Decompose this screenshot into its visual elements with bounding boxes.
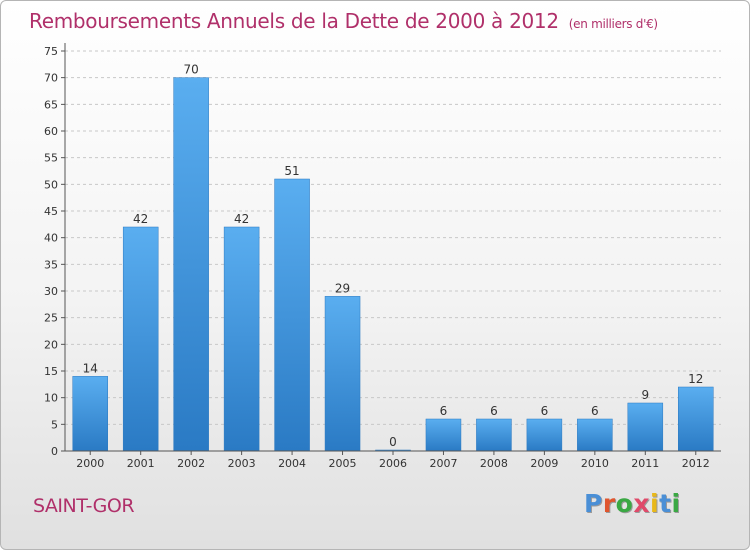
data-label: 6 (490, 404, 498, 418)
chart-title: Remboursements Annuels de la Dette de 20… (29, 9, 658, 33)
bar-2003[interactable] (223, 226, 260, 452)
x-tick-label: 2010 (581, 457, 609, 470)
bar-2008[interactable] (476, 418, 512, 452)
y-tick-label: 70 (44, 72, 58, 85)
bar-2011[interactable] (627, 402, 664, 452)
chart-title-main: Remboursements Annuels de la Dette de 20… (29, 9, 559, 33)
y-tick-label: 40 (44, 232, 58, 245)
x-tick-label: 2004 (278, 457, 306, 470)
chart-subtitle: (en milliers d'€) (568, 17, 658, 31)
y-tick-label: 55 (44, 152, 58, 165)
x-tick-label: 2001 (127, 457, 155, 470)
bar-2000[interactable] (72, 376, 108, 452)
y-tick-label: 65 (44, 98, 58, 111)
data-label: 9 (641, 388, 649, 402)
data-label: 42 (234, 212, 249, 226)
y-tick-label: 5 (51, 418, 58, 431)
logo-letter: t (659, 489, 672, 518)
data-label: 70 (184, 63, 199, 77)
bar-2007[interactable] (425, 418, 462, 452)
city-name: SAINT-GOR (33, 495, 135, 517)
logo-letter: P (584, 489, 603, 518)
logo-letter: x (633, 489, 650, 518)
y-tick-label: 75 (44, 45, 58, 58)
x-tick-label: 2002 (177, 457, 205, 470)
data-label: 14 (83, 361, 98, 375)
bar-2012[interactable] (678, 386, 714, 452)
logo-letter: i (650, 489, 660, 518)
y-tick-label: 35 (44, 258, 58, 271)
bar-2009[interactable] (526, 418, 563, 452)
data-label: 29 (335, 281, 350, 295)
x-tick-label: 2007 (429, 457, 457, 470)
proxiti-logo[interactable]: Proxiti (584, 489, 681, 518)
y-tick-label: 60 (44, 125, 58, 138)
data-label: 6 (591, 404, 599, 418)
data-label: 51 (284, 164, 299, 178)
logo-letter: i (671, 489, 681, 518)
y-tick-label: 45 (44, 205, 58, 218)
bar-2001[interactable] (122, 226, 159, 452)
logo-letter: r (602, 489, 616, 518)
y-tick-label: 20 (44, 338, 58, 351)
y-tick-label: 50 (44, 178, 58, 191)
y-tick-label: 15 (44, 365, 58, 378)
x-tick-label: 2008 (480, 457, 508, 470)
data-label: 12 (688, 372, 703, 386)
y-tick-label: 25 (44, 312, 58, 325)
bar-2005[interactable] (324, 296, 361, 452)
x-tick-label: 2006 (379, 457, 407, 470)
data-label: 0 (389, 435, 397, 449)
bar-2004[interactable] (274, 178, 310, 452)
x-tick-label: 2003 (228, 457, 256, 470)
x-tick-label: 2005 (329, 457, 357, 470)
bar-2002[interactable] (173, 77, 209, 452)
y-tick-label: 30 (44, 285, 58, 298)
x-tick-label: 2012 (682, 457, 710, 470)
data-label: 42 (133, 212, 148, 226)
data-label: 6 (440, 404, 448, 418)
logo-letter: o (615, 489, 634, 518)
bar-2010[interactable] (577, 418, 613, 452)
x-tick-label: 2009 (530, 457, 558, 470)
y-tick-label: 10 (44, 392, 58, 405)
data-label: 6 (541, 404, 549, 418)
x-tick-label: 2000 (76, 457, 104, 470)
y-tick-label: 0 (51, 445, 58, 458)
x-tick-label: 2011 (631, 457, 659, 470)
